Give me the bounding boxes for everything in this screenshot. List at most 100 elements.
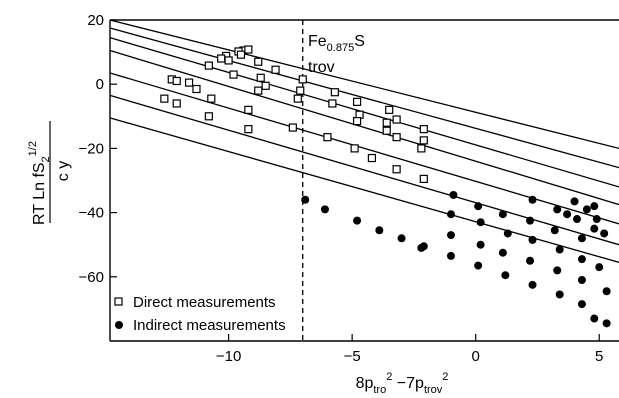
fit-line-5 [109, 72, 619, 225]
indirect-point [474, 261, 483, 270]
y-tick-label: −20 [79, 140, 104, 157]
direct-point [419, 125, 428, 134]
direct-point [350, 144, 359, 153]
legend-circle-marker [115, 321, 123, 329]
indirect-point [498, 248, 507, 257]
legend-square-marker [114, 297, 123, 306]
direct-point [352, 117, 362, 126]
direct-point [382, 126, 391, 135]
indirect-point [446, 251, 455, 260]
indirect-point [353, 216, 362, 225]
axis-ticks: −10 −5 0 5 20 0 −20 −40 −60 [79, 12, 604, 365]
direct-point [256, 73, 265, 82]
indirect-point [563, 210, 572, 219]
direct-point [172, 76, 181, 86]
fit-line-7 [109, 117, 619, 263]
svg-text:RT Ln fS21/2: RT Ln fS21/2 [27, 141, 52, 225]
direct-point [254, 57, 263, 66]
indirect-point [577, 255, 586, 264]
direct-point [367, 153, 377, 163]
x-axis-label: 8ptro2 −7ptrov2 [356, 371, 449, 396]
direct-point [392, 133, 401, 142]
indirect-point [501, 271, 510, 280]
direct-point [419, 174, 428, 183]
direct-point [271, 65, 280, 74]
indirect-point [553, 205, 562, 214]
indirect-point [590, 314, 599, 323]
direct-point [192, 84, 201, 94]
indirect-point [570, 197, 579, 206]
fit-line-6 [109, 94, 619, 246]
direct-point [224, 56, 233, 65]
direct-point [244, 45, 253, 54]
svg-text:c y: c y [55, 161, 72, 181]
x-tick-label: 0 [472, 348, 480, 365]
direct-point [229, 70, 238, 79]
indirect-point [375, 226, 384, 235]
direct-point [261, 81, 270, 90]
indirect-point [526, 256, 535, 265]
direct-point [204, 112, 213, 121]
fit-line-1 [109, 19, 619, 150]
indirect-point [476, 218, 485, 227]
direct-point [392, 115, 401, 124]
y-axis-label: RT Ln fS21/2 c y [27, 121, 72, 225]
indirect-point [572, 215, 581, 224]
indirect-point [320, 205, 329, 214]
direct-point [417, 144, 426, 153]
data-points [160, 45, 611, 328]
direct-point [288, 123, 297, 132]
indirect-point [503, 229, 512, 238]
direct-point [419, 136, 428, 145]
plot-frame [109, 19, 619, 342]
indirect-point [528, 280, 537, 289]
direct-point [296, 86, 305, 95]
direct-point [382, 118, 391, 127]
direct-point [385, 105, 394, 114]
indirect-point [595, 263, 604, 272]
indirect-point [577, 300, 586, 309]
indirect-point [474, 202, 483, 211]
indirect-point [553, 266, 562, 275]
indirect-point [590, 224, 599, 233]
fit-line-3 [109, 37, 619, 188]
direct-point [160, 94, 169, 103]
indirect-point [446, 231, 455, 240]
indirect-point [602, 287, 611, 296]
indirect-point [417, 243, 426, 252]
direct-point [328, 99, 337, 108]
indirect-point [476, 240, 485, 249]
direct-point [254, 86, 263, 95]
indirect-point [446, 210, 455, 219]
y-tick-label: 0 [96, 76, 104, 93]
direct-point [207, 94, 216, 103]
annotation-formula: Fe0.875S [308, 33, 365, 54]
y-tick-label: 20 [87, 12, 104, 29]
direct-point [293, 94, 302, 103]
indirect-point [555, 290, 564, 299]
direct-point [172, 99, 181, 108]
direct-point [217, 54, 226, 63]
direct-point [323, 133, 332, 142]
legend: Direct measurements Indirect measurement… [114, 294, 286, 334]
indirect-point [592, 215, 601, 224]
legend-label-direct: Direct measurements [133, 294, 276, 311]
x-tick-label: −5 [344, 348, 361, 365]
indirect-point [602, 319, 611, 328]
direct-point [184, 78, 194, 87]
direct-point [244, 105, 253, 114]
y-tick-label: −60 [79, 269, 104, 286]
indirect-point [577, 276, 586, 285]
indirect-point [397, 234, 406, 243]
indirect-point [498, 210, 507, 219]
indirect-point [600, 229, 609, 238]
direct-point [352, 97, 362, 106]
fit-line-4 [109, 49, 619, 206]
fit-line-2 [109, 27, 619, 169]
indirect-point [449, 190, 458, 199]
direct-point [392, 165, 401, 174]
y-tick-label: −40 [79, 205, 104, 222]
indirect-point [550, 226, 559, 235]
indirect-point [526, 216, 535, 225]
